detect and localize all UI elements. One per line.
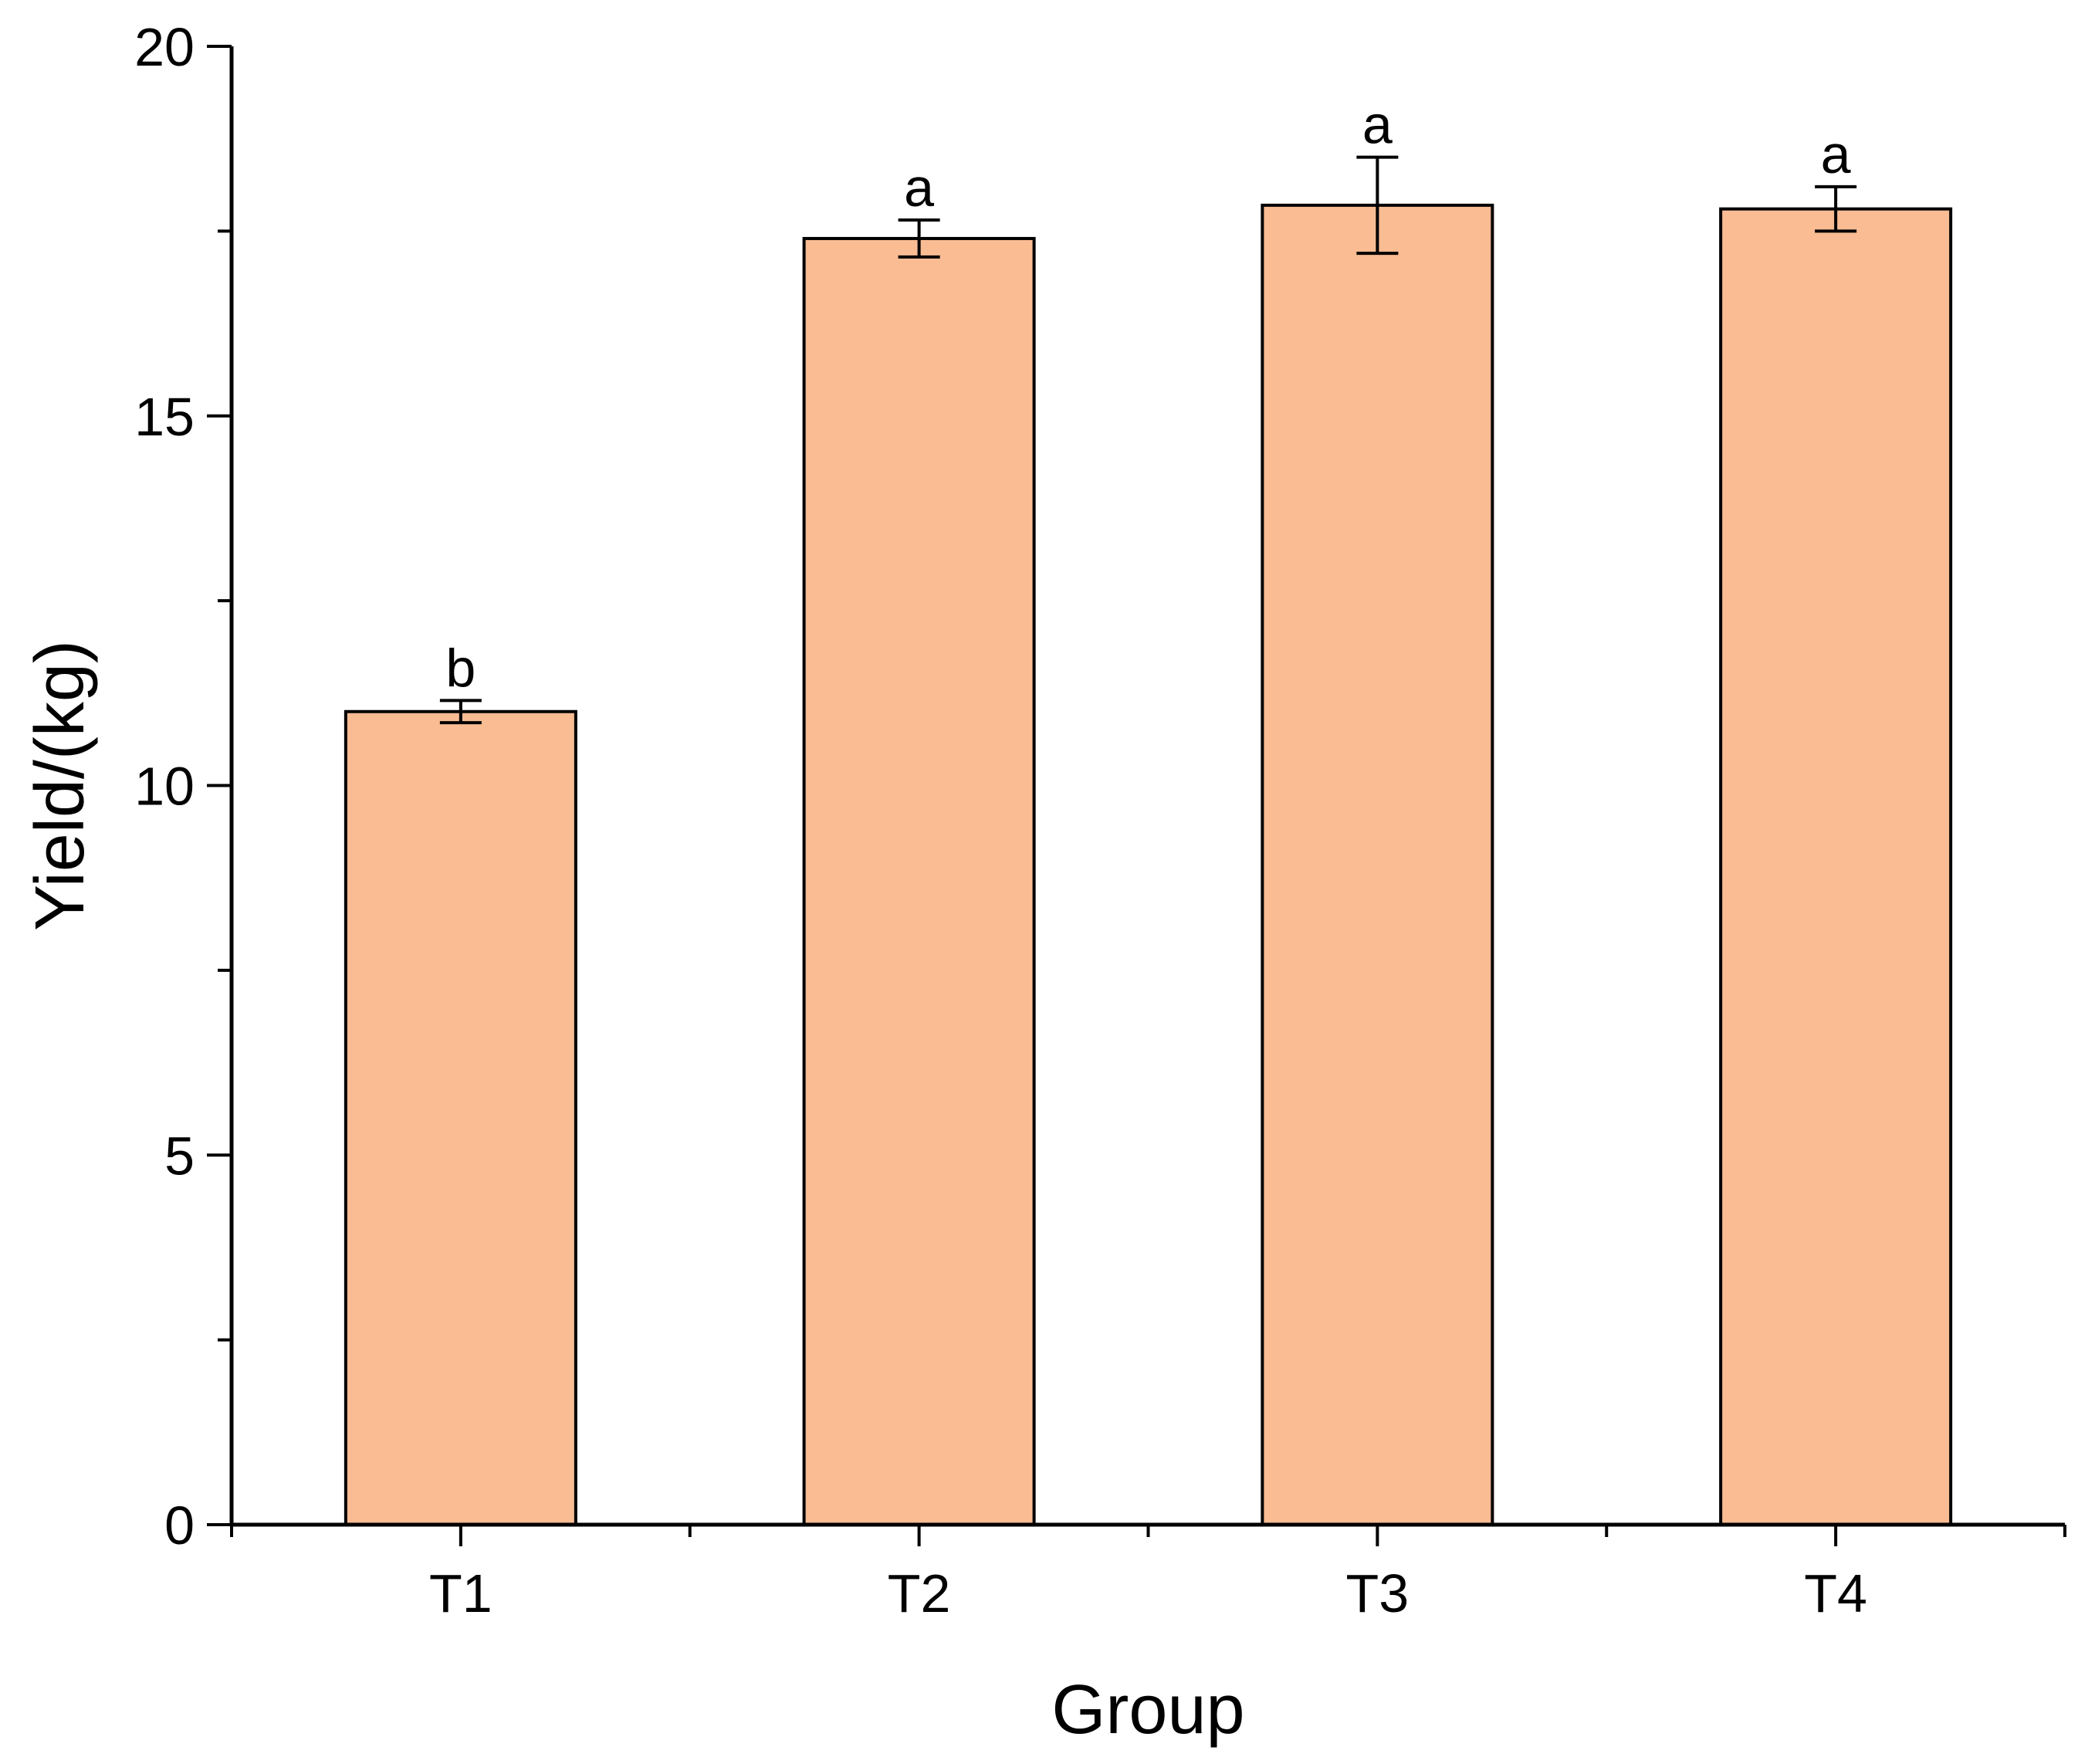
x-tick-label-T4: T4 [1804, 1563, 1867, 1623]
y-tick-label-20: 20 [134, 17, 195, 77]
plot-area: b a a a [344, 95, 1953, 1527]
bar-T2 [802, 236, 1036, 1527]
y-tick-label-0: 0 [164, 1495, 195, 1556]
y-tick-label-15: 15 [134, 387, 195, 447]
error-bar-T1 [439, 699, 482, 725]
bar-T4 [1719, 207, 1953, 1526]
error-bar-T2 [898, 218, 940, 259]
y-axis-title: Yield/(kg) [22, 640, 99, 931]
bar-T3 [1261, 203, 1494, 1526]
significance-label-T4: a [1821, 124, 1851, 185]
x-axis-title: Group [1051, 1671, 1244, 1749]
y-tick-label-5: 5 [164, 1126, 195, 1186]
y-axis-ticks: 0 5 10 15 20 [134, 17, 232, 1556]
significance-label-T3: a [1362, 95, 1393, 155]
x-tick-label-T3: T3 [1346, 1563, 1410, 1623]
significance-label-T2: a [904, 157, 934, 218]
y-tick-label-10: 10 [134, 757, 195, 817]
error-bar-T4 [1815, 185, 1857, 233]
x-tick-label-T2: T2 [888, 1563, 951, 1623]
bar-T1 [344, 709, 577, 1526]
error-bar-T3 [1356, 155, 1399, 256]
significance-label-T1: b [445, 638, 476, 698]
x-axis-ticks: T1 T2 T3 T4 [230, 1525, 2066, 1623]
x-tick-label-T1: T1 [429, 1563, 492, 1623]
